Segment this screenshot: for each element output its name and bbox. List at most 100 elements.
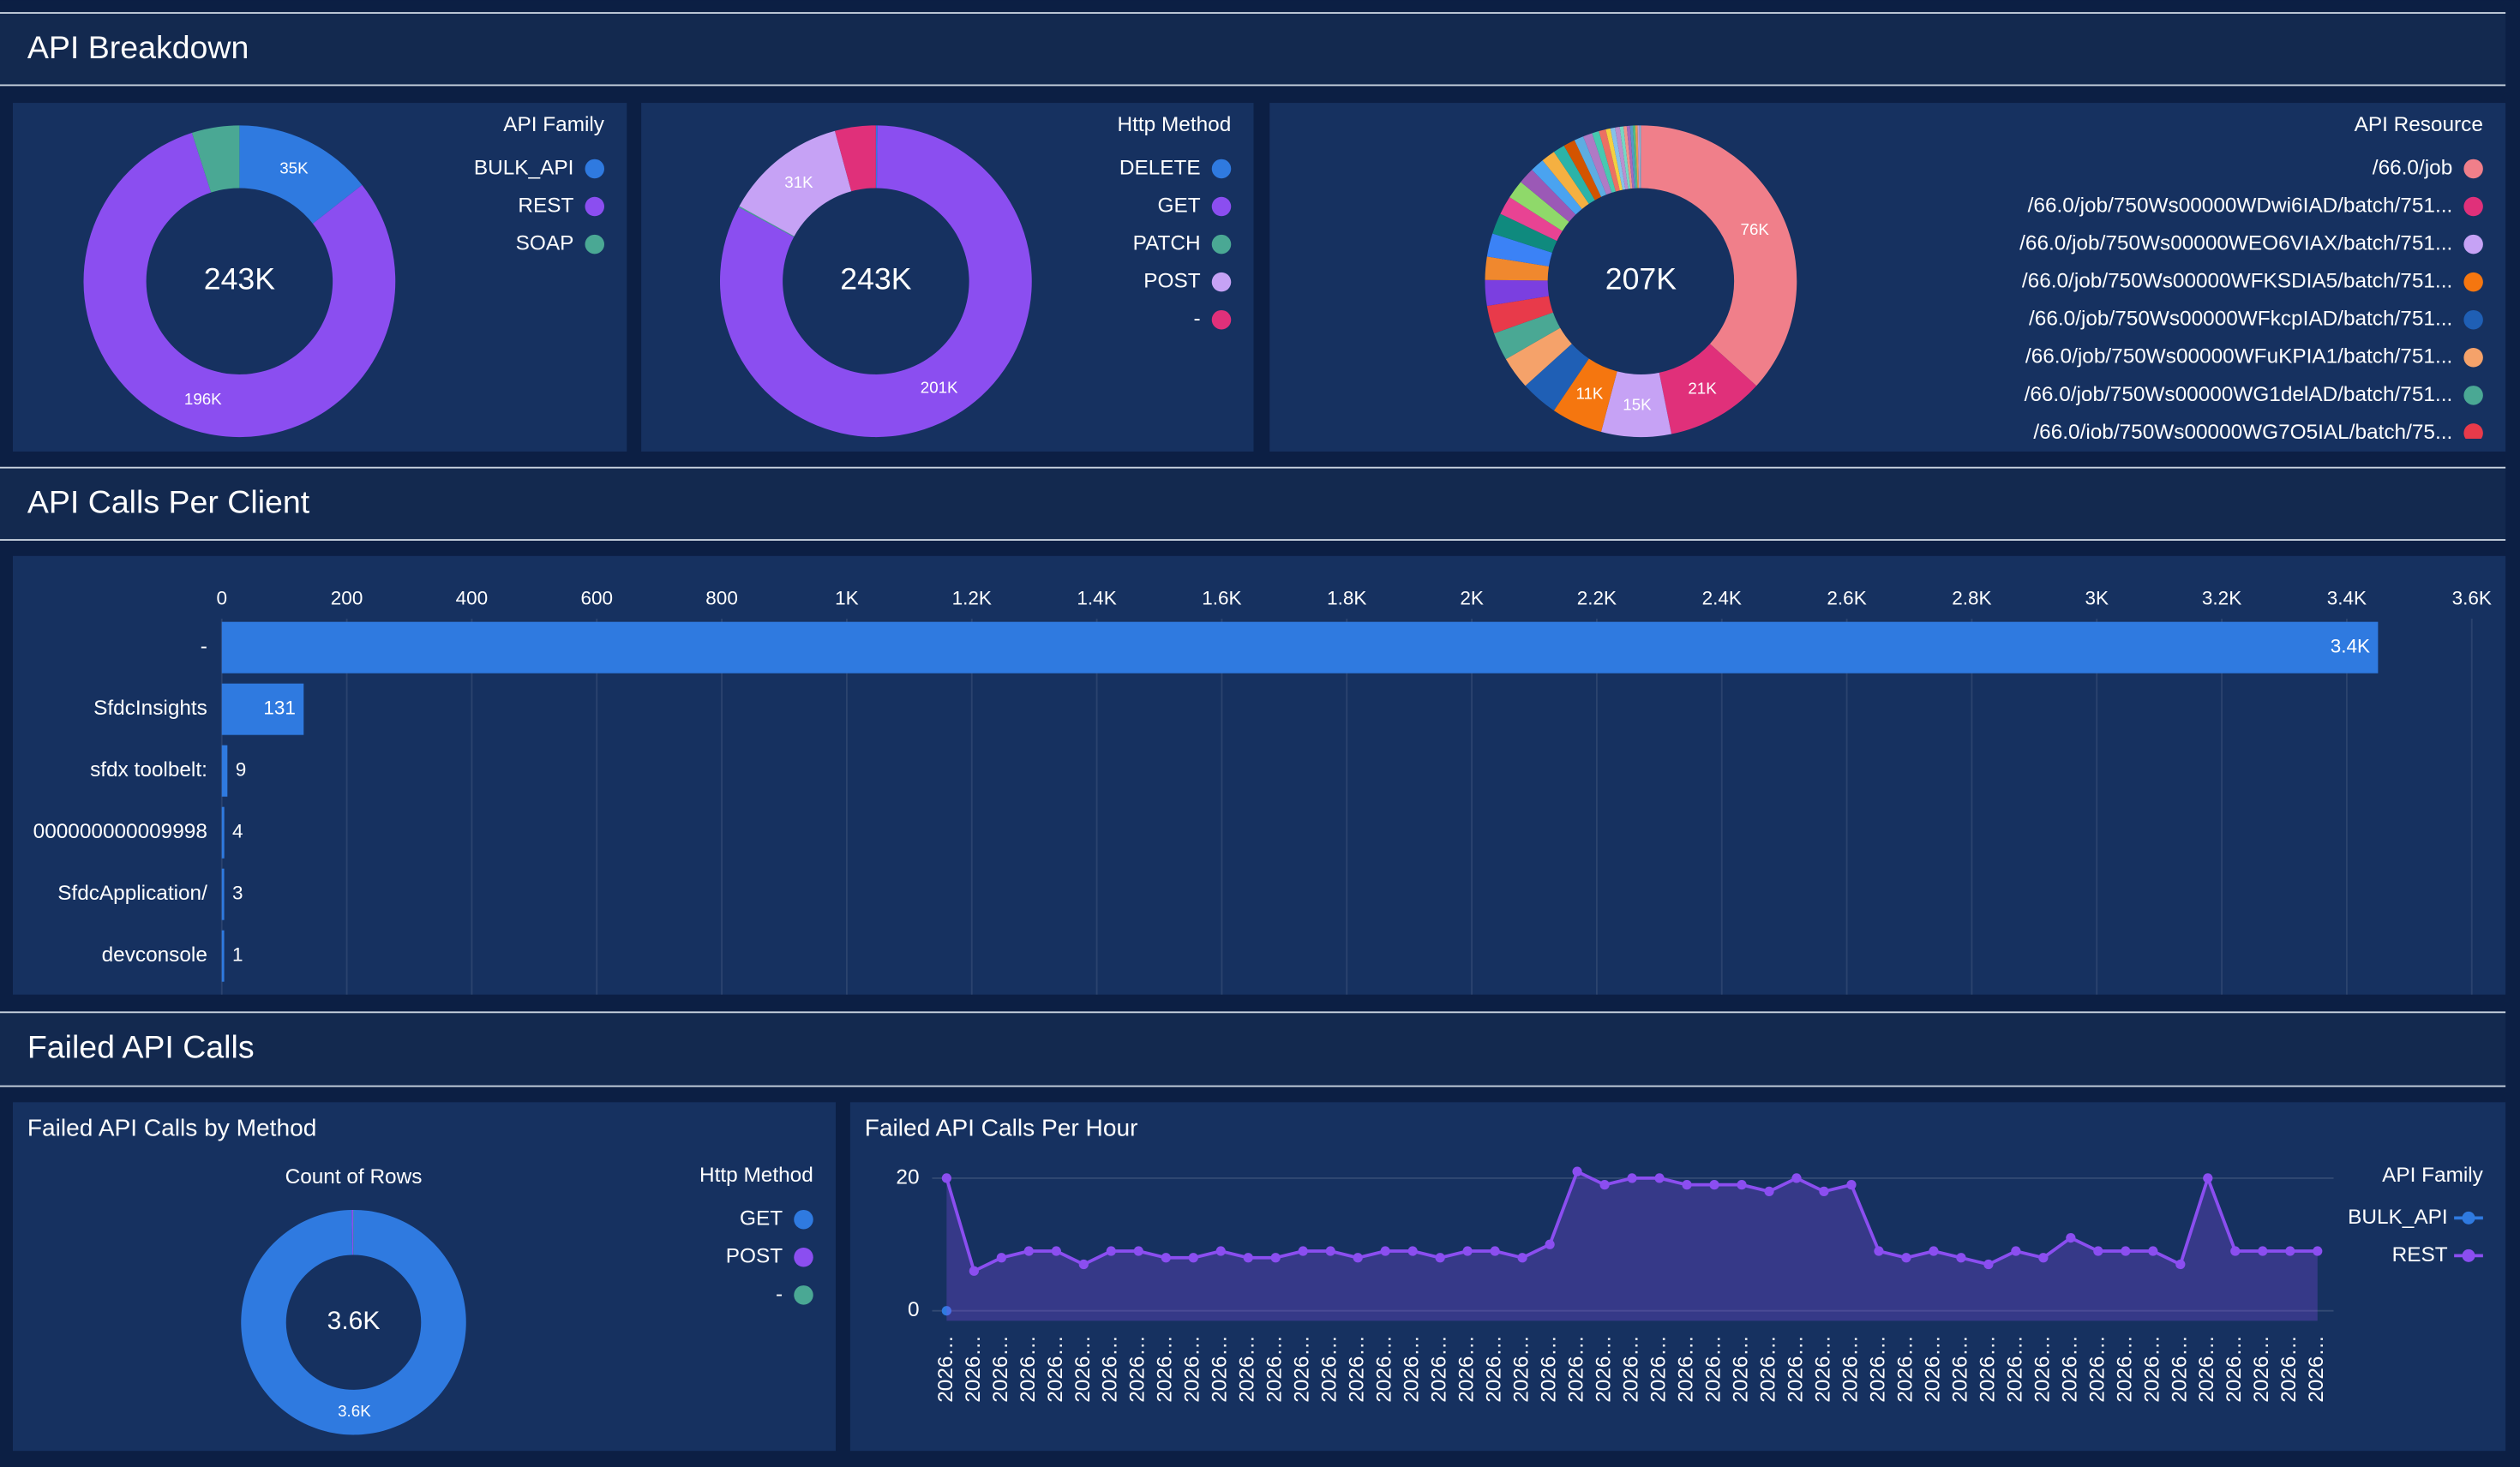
x-tick-label: 2026… (1209, 1335, 1232, 1403)
point (1819, 1186, 1829, 1197)
x-tick-label: 0 (216, 587, 227, 608)
legend-title: API Resource (2355, 113, 2483, 136)
x-tick-label: 2.6K (1827, 587, 1866, 608)
donut-slice (738, 206, 795, 237)
x-tick-label: 800 (705, 587, 738, 608)
section-title: API Breakdown (27, 29, 249, 65)
point (2230, 1246, 2241, 1256)
value-label: 21K (1688, 380, 1717, 398)
legend-label: GET (740, 1207, 783, 1230)
point (2011, 1246, 2021, 1256)
donut-slice (1635, 125, 1640, 189)
donut-slice (1486, 296, 1553, 334)
point (1654, 1173, 1665, 1183)
donut-slice (1492, 213, 1557, 253)
legend-label: - (1194, 308, 1201, 331)
x-tick-label: 2026… (1401, 1335, 1424, 1403)
x-tick-label: 2026… (1263, 1335, 1287, 1403)
y-tick-label: 20 (896, 1165, 919, 1189)
x-tick-label: 2026… (1318, 1335, 1341, 1403)
legend-swatch (585, 234, 604, 254)
donut-slice (835, 125, 876, 192)
donut-slice (1637, 125, 1641, 189)
legend-swatch (794, 1209, 813, 1230)
point (1517, 1253, 1527, 1263)
bar (221, 930, 225, 982)
legend-swatch (2463, 348, 2483, 368)
legend-label: POST (726, 1245, 783, 1268)
donut-slice (1574, 136, 1607, 197)
donut-slice (1494, 312, 1561, 360)
point (1023, 1246, 1034, 1256)
donut-slice (1532, 160, 1582, 215)
x-tick-label: 2026… (1181, 1335, 1204, 1403)
y-tick-label: SfdcApplication/ (57, 882, 207, 905)
legend-swatch (2462, 1211, 2475, 1224)
bar (221, 683, 304, 735)
x-tick-label: 600 (580, 587, 613, 608)
value-label: 76K (1741, 220, 1770, 238)
x-tick-label: 2026… (2223, 1335, 2246, 1403)
legend-swatch (1211, 234, 1232, 254)
point (969, 1266, 979, 1276)
x-tick-label: 2026… (1455, 1335, 1479, 1403)
x-tick-label: 2026… (1291, 1335, 1314, 1403)
point (1709, 1180, 1719, 1190)
y-tick-label: SfdcInsights (93, 697, 207, 720)
donut-slice (83, 132, 396, 438)
x-tick-label: 2026… (1510, 1335, 1533, 1403)
legend-label: - (776, 1283, 783, 1306)
point (2121, 1246, 2131, 1256)
point (1627, 1173, 1637, 1183)
point (1737, 1180, 1747, 1190)
section-header (0, 467, 2506, 541)
legend-label: BULK_API (474, 156, 573, 179)
x-tick-label: 2026… (1154, 1335, 1177, 1403)
x-tick-label: 2.8K (1952, 587, 1991, 608)
donut-slice (875, 125, 878, 189)
donut-slice (1525, 344, 1589, 411)
value-label: 11K (1575, 385, 1603, 403)
panel (13, 555, 2506, 995)
point (1435, 1253, 1445, 1263)
x-tick-label: 2026… (1099, 1335, 1122, 1403)
legend-title: API Family (2382, 1164, 2484, 1187)
donut-slice (1600, 371, 1672, 438)
point (1215, 1246, 1226, 1256)
area (946, 1171, 2318, 1321)
legend-swatch (2463, 272, 2483, 292)
legend-title: Http Method (1118, 113, 1232, 136)
x-tick-label: 2026… (1538, 1335, 1561, 1403)
point (2038, 1253, 2049, 1263)
value-label: 9 (236, 759, 247, 781)
bar (221, 868, 225, 920)
x-tick-label: 2026… (1866, 1335, 1889, 1403)
donut-slice (241, 1209, 466, 1435)
x-tick-label: 2026… (1620, 1335, 1643, 1403)
panel-title: Failed API Calls Per Hour (865, 1115, 1138, 1141)
point (2066, 1232, 2076, 1243)
x-tick-label: 2026… (2140, 1335, 2163, 1403)
section-header (0, 1012, 2506, 1087)
x-tick-label: 2026… (989, 1335, 1012, 1403)
donut-slice (1641, 125, 1797, 386)
section-title: Failed API Calls (27, 1028, 255, 1064)
point (1188, 1253, 1198, 1263)
legend-swatch (585, 159, 604, 179)
legend-swatch (585, 196, 604, 217)
x-tick-label: 2026… (2058, 1335, 2081, 1403)
legend-label: /66.0/job/750Ws00000WG7Q5IAL/batch/75... (2033, 421, 2452, 444)
point (1545, 1239, 1555, 1249)
donut-slice (1500, 197, 1563, 242)
point (1298, 1246, 1308, 1256)
point (1161, 1253, 1171, 1263)
point (2203, 1173, 2213, 1183)
point (1791, 1173, 1802, 1183)
legend-swatch (1211, 272, 1232, 292)
x-tick-label: 2026… (1346, 1335, 1369, 1403)
center-label: 243K (204, 262, 275, 296)
legend-label: /66.0/job/750Ws00000WEO6VIAX/batch/751..… (2019, 232, 2452, 255)
x-tick-label: 2026… (1236, 1335, 1259, 1403)
donut-slice (1521, 170, 1576, 222)
